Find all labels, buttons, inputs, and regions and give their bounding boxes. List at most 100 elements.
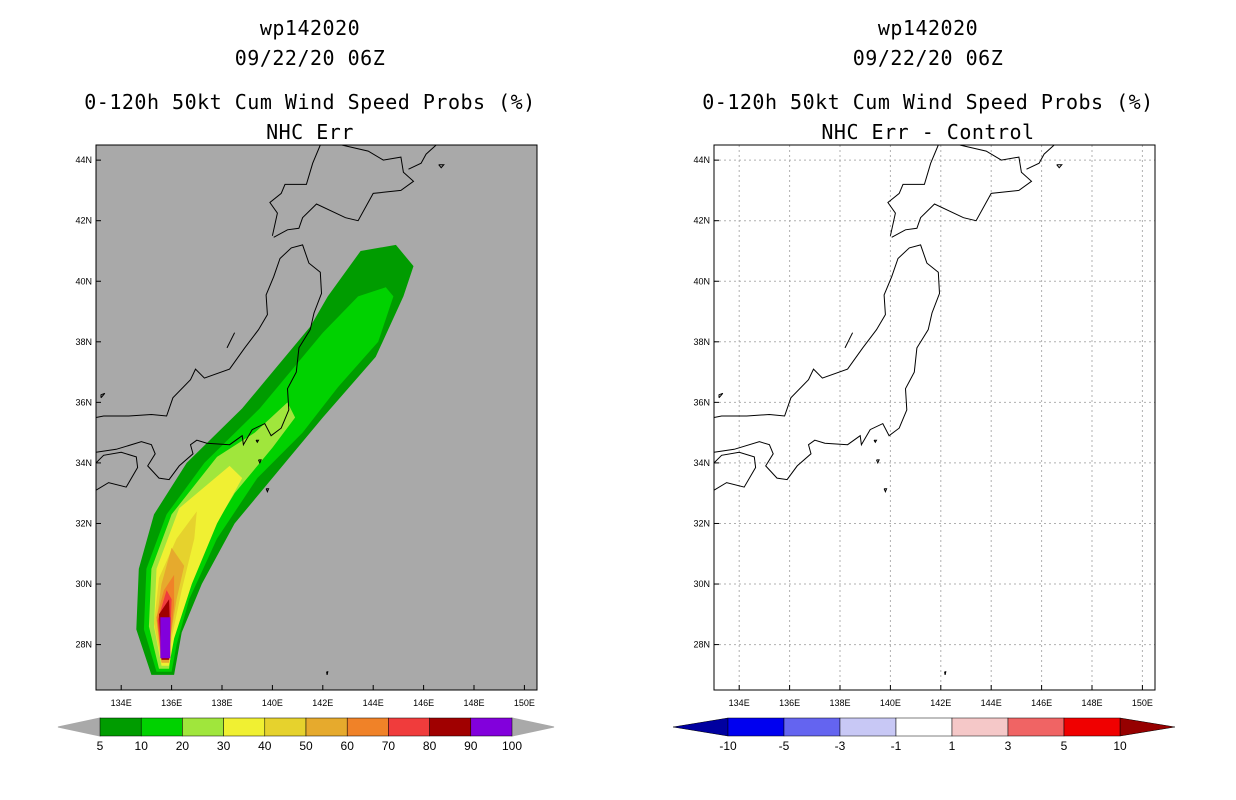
- left-colorbar-box-7: [388, 717, 430, 737]
- left-xtick-label-0: 134E: [111, 698, 132, 708]
- left-colorbar-box-5: [305, 717, 348, 737]
- left-ytick-label-2: 32N: [75, 518, 92, 528]
- left-colorbar-box-0: [99, 717, 142, 737]
- left-colorbar-arrow-left: [57, 717, 101, 737]
- right-xtick-label-0: 134E: [729, 698, 750, 708]
- left-contour-10: [143, 287, 394, 672]
- left-colorbar-label-10: 100: [502, 739, 522, 753]
- right-ytick-label-4: 36N: [693, 397, 710, 407]
- left-coastline-6: [100, 392, 106, 399]
- left-ytick-label-4: 36N: [75, 397, 92, 407]
- right-colorbar-label-3: -1: [891, 739, 902, 753]
- right-ytick-label-2: 32N: [693, 518, 710, 528]
- left-contour-90: [160, 617, 171, 659]
- left-xtick-label-8: 150E: [514, 698, 535, 708]
- right-colorbar-box-4: [951, 717, 1009, 737]
- right-ytick-label-1: 30N: [693, 579, 710, 589]
- left-xtick-label-1: 136E: [161, 698, 182, 708]
- left-colorbar-box-4: [264, 717, 307, 737]
- left-coastline-8: [258, 459, 262, 465]
- right-ytick-label-5: 38N: [693, 337, 710, 347]
- left-xtick-label-4: 142E: [312, 698, 333, 708]
- right-xtick-label-7: 148E: [1081, 698, 1102, 708]
- left-coastline-7: [255, 439, 260, 444]
- left-ytick-label-5: 38N: [75, 337, 92, 347]
- left-ytick-label-1: 30N: [75, 579, 92, 589]
- right-coastline-6: [718, 392, 724, 399]
- left-ytick-label-0: 28N: [75, 640, 92, 650]
- left-colorbar-label-8: 80: [423, 739, 437, 753]
- left-coastline-11: [438, 164, 445, 169]
- left-coastline-0: [96, 244, 323, 481]
- right-coastline-11: [1056, 164, 1063, 169]
- right-coastline-7: [873, 439, 878, 444]
- right-coastline-2: [714, 451, 757, 491]
- left-probability-map: 134E 136E 138E 140E 142E 144E 146E 148E 150E 28N 3…: [57, 144, 555, 753]
- left-ytick-label-3: 34N: [75, 458, 92, 468]
- left-xtick-label-3: 140E: [262, 698, 283, 708]
- right-colorbar-label-0: -10: [719, 739, 737, 753]
- right-difference-map: 134E 136E 138E 140E 142E 144E 146E 148E 150E 28N 3…: [672, 144, 1176, 753]
- right-colorbar-label-7: 10: [1113, 739, 1127, 753]
- right-ytick-label-3: 34N: [693, 458, 710, 468]
- right-colorbar-label-4: 1: [949, 739, 956, 753]
- left-xtick-label-2: 138E: [211, 698, 232, 708]
- right-xtick-label-1: 136E: [779, 698, 800, 708]
- left-colorbar-label-2: 20: [176, 739, 190, 753]
- left-title-line1: wp142020: [259, 16, 361, 40]
- right-xtick-label-4: 142E: [930, 698, 951, 708]
- left-colorbar-label-0: 5: [97, 739, 104, 753]
- right-colorbar-box-5: [1007, 717, 1065, 737]
- right-colorbar-box-2: [839, 717, 897, 737]
- right-colorbar-arrow-right: [1119, 717, 1176, 737]
- right-coastline-12: [944, 671, 947, 676]
- right-coastline-4: [937, 145, 950, 146]
- right-colorbar-box-1: [783, 717, 841, 737]
- left-ytick-label-7: 42N: [75, 216, 92, 226]
- right-colorbar-box-6: [1063, 717, 1121, 737]
- left-colorbar-label-9: 90: [464, 739, 478, 753]
- right-colorbar-label-1: -5: [779, 739, 790, 753]
- right-title-line2: 09/22/20 06Z: [852, 46, 1004, 70]
- left-map-frame: [95, 144, 538, 691]
- right-colorbar-label-2: -3: [835, 739, 846, 753]
- right-ytick-label-6: 40N: [693, 276, 710, 286]
- right-colorbar-box-0: [727, 717, 785, 737]
- left-coastline-4: [319, 145, 332, 146]
- right-xtick-label-8: 150E: [1132, 698, 1153, 708]
- left-coastline-12: [326, 671, 329, 676]
- right-xtick-label-5: 144E: [981, 698, 1002, 708]
- right-ytick-label-7: 42N: [693, 216, 710, 226]
- left-coastline-10: [408, 145, 437, 170]
- left-xtick-label-6: 146E: [413, 698, 434, 708]
- left-colorbar-label-6: 60: [341, 739, 355, 753]
- left-colorbar-label-1: 10: [135, 739, 149, 753]
- left-ytick-label-8: 44N: [75, 155, 92, 165]
- right-ytick-label-8: 44N: [693, 155, 710, 165]
- left-colorbar-box-8: [429, 717, 472, 737]
- right-map-background: [714, 145, 1155, 690]
- left-coastline-1: [269, 145, 415, 238]
- left-ytick-label-6: 40N: [75, 276, 92, 286]
- right-plot-area: [714, 145, 1155, 690]
- left-title-line4: NHC Err: [266, 120, 354, 144]
- right-colorbar-arrow-left: [672, 717, 729, 737]
- right-ytick-label-0: 28N: [693, 640, 710, 650]
- right-coastline-1: [887, 145, 1033, 238]
- right-colorbar-box-3: [895, 717, 953, 737]
- right-coastline-5: [844, 332, 854, 349]
- left-colorbar-box-3: [223, 717, 266, 737]
- left-coastline-2: [96, 451, 139, 491]
- right-colorbar-label-5: 3: [1005, 739, 1012, 753]
- right-title-line3: 0-120h 50kt Cum Wind Speed Probs (%): [702, 90, 1154, 114]
- right-title-line4: NHC Err - Control: [821, 120, 1035, 144]
- right-title-line1: wp142020: [877, 16, 979, 40]
- left-colorbar-box-2: [182, 717, 224, 737]
- right-coastline-10: [1026, 145, 1055, 170]
- right-xtick-label-3: 140E: [880, 698, 901, 708]
- left-colorbar-box-6: [346, 717, 389, 737]
- left-colorbar-label-4: 40: [258, 739, 272, 753]
- right-xtick-label-2: 138E: [829, 698, 850, 708]
- left-coastline-9: [265, 488, 270, 494]
- left-colorbar-label-3: 30: [217, 739, 231, 753]
